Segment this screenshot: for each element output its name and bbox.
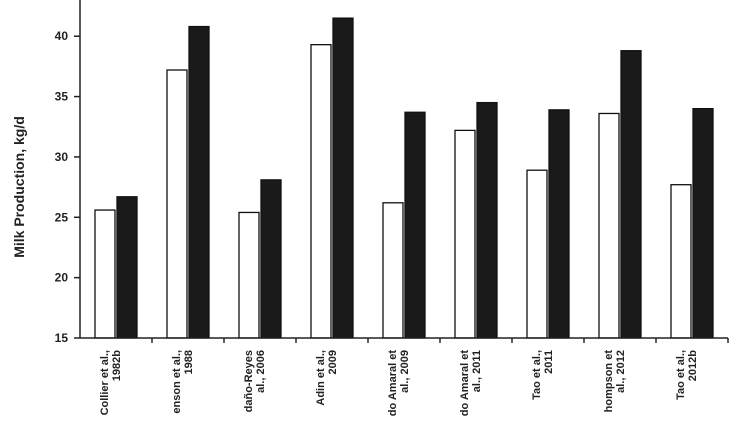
y-tick-label: 40 (55, 29, 69, 43)
x-tick-label: Adin et al.,2009 (315, 350, 339, 406)
bar (670, 184, 692, 339)
x-tick-label: enson et al.,1988 (171, 350, 195, 414)
x-tick-label: Tao et al.,2012b (675, 350, 699, 400)
bar (238, 211, 260, 339)
bar (598, 112, 620, 339)
x-tick-label: Tao et al.,2011 (531, 350, 555, 400)
bar (526, 169, 548, 339)
y-tick-label: 15 (55, 331, 69, 345)
y-tick-label: 20 (55, 271, 69, 285)
bar (116, 196, 138, 339)
bar (404, 111, 426, 339)
x-tick-label: do Amaral etal., 2011 (459, 350, 483, 417)
bar (166, 69, 188, 339)
bar (476, 101, 498, 339)
bar (692, 107, 714, 339)
y-tick-label: 25 (55, 210, 69, 224)
bar (188, 25, 210, 339)
bar (260, 179, 282, 339)
bar (454, 129, 476, 339)
x-tick-label: Collier et al.,1982b (99, 350, 123, 416)
y-tick-label: 35 (55, 90, 69, 104)
bar (94, 209, 116, 339)
bar (548, 109, 570, 339)
x-tick-label: hompson etal., 2012 (603, 350, 627, 413)
y-axis-label: Milk Production, kg/d (11, 116, 27, 258)
bar (620, 50, 642, 339)
x-tick-label: do Amaral etal., 2009 (387, 350, 411, 417)
bar (332, 17, 354, 339)
y-tick-label: 30 (55, 150, 69, 164)
bar (382, 202, 404, 339)
x-tick-label: daño-Reyesal., 2006 (243, 350, 267, 412)
bar (310, 44, 332, 339)
